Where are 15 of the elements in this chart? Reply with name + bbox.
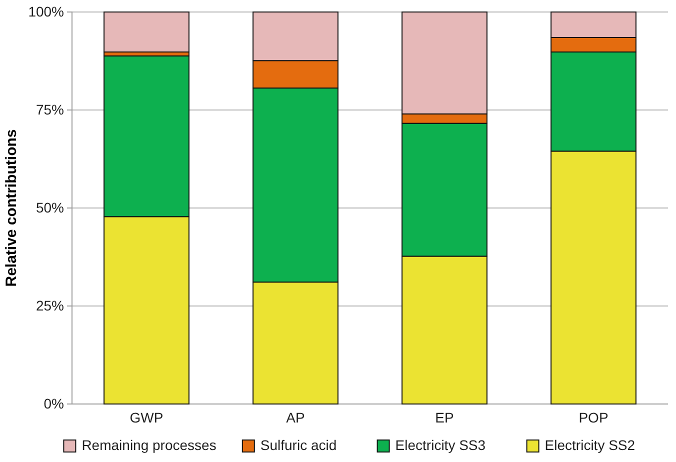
legend-label: Electricity SS2 — [544, 437, 636, 453]
x-tick-label: GWP — [130, 409, 164, 426]
x-tick-label: POP — [578, 409, 608, 426]
y-axis-title: Relative contributions — [3, 129, 20, 287]
bar — [104, 12, 190, 52]
y-tick-label: 50% — [36, 199, 64, 216]
y-tick-label: 25% — [36, 297, 64, 314]
y-tick-label: 75% — [36, 101, 64, 118]
y-tick-label: 0% — [44, 395, 64, 412]
legend-label: Remaining processes — [82, 437, 216, 453]
legend-label: Sulfuric acid — [260, 437, 337, 453]
x-tick-label: AP — [286, 409, 305, 426]
x-tick-label: EP — [435, 409, 454, 426]
legend-label: Electricity SS3 — [395, 437, 486, 453]
y-tick-label: 100% — [28, 3, 64, 20]
